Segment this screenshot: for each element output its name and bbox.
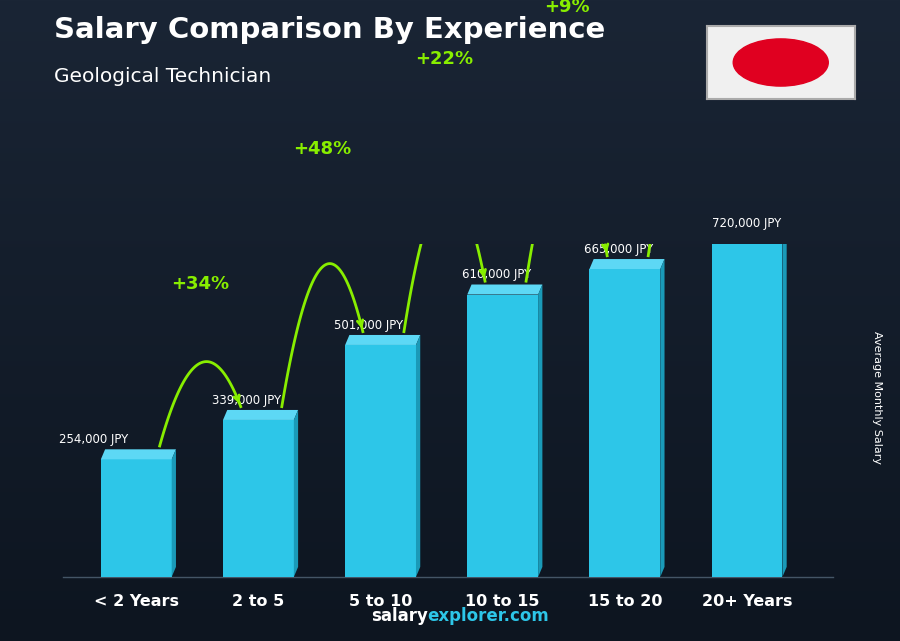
FancyBboxPatch shape: [101, 460, 172, 577]
Polygon shape: [223, 410, 298, 420]
Text: Geological Technician: Geological Technician: [54, 67, 271, 87]
Text: Average Monthly Salary: Average Monthly Salary: [872, 331, 883, 464]
FancyBboxPatch shape: [467, 294, 538, 577]
Polygon shape: [101, 449, 176, 460]
Polygon shape: [590, 259, 664, 269]
FancyBboxPatch shape: [223, 420, 293, 577]
Text: salary: salary: [371, 607, 427, 625]
Polygon shape: [467, 285, 543, 294]
Text: 339,000 JPY: 339,000 JPY: [212, 394, 281, 406]
Polygon shape: [293, 410, 298, 577]
FancyBboxPatch shape: [712, 244, 782, 577]
Text: +34%: +34%: [171, 275, 230, 294]
FancyBboxPatch shape: [345, 345, 416, 577]
Polygon shape: [782, 233, 787, 577]
Polygon shape: [345, 335, 420, 345]
Text: explorer.com: explorer.com: [428, 607, 549, 625]
Polygon shape: [172, 449, 176, 577]
Text: 501,000 JPY: 501,000 JPY: [334, 319, 403, 331]
Polygon shape: [538, 285, 543, 577]
Polygon shape: [661, 259, 664, 577]
Polygon shape: [416, 335, 420, 577]
Text: +22%: +22%: [416, 50, 473, 68]
Text: 254,000 JPY: 254,000 JPY: [58, 433, 128, 446]
Text: Salary Comparison By Experience: Salary Comparison By Experience: [54, 16, 605, 44]
Text: 720,000 JPY: 720,000 JPY: [713, 217, 781, 230]
Text: 665,000 JPY: 665,000 JPY: [584, 243, 653, 256]
Text: +9%: +9%: [544, 0, 590, 16]
Polygon shape: [712, 233, 787, 244]
Circle shape: [734, 39, 828, 86]
Text: 610,000 JPY: 610,000 JPY: [462, 268, 531, 281]
FancyBboxPatch shape: [590, 269, 661, 577]
Text: +48%: +48%: [293, 140, 352, 158]
